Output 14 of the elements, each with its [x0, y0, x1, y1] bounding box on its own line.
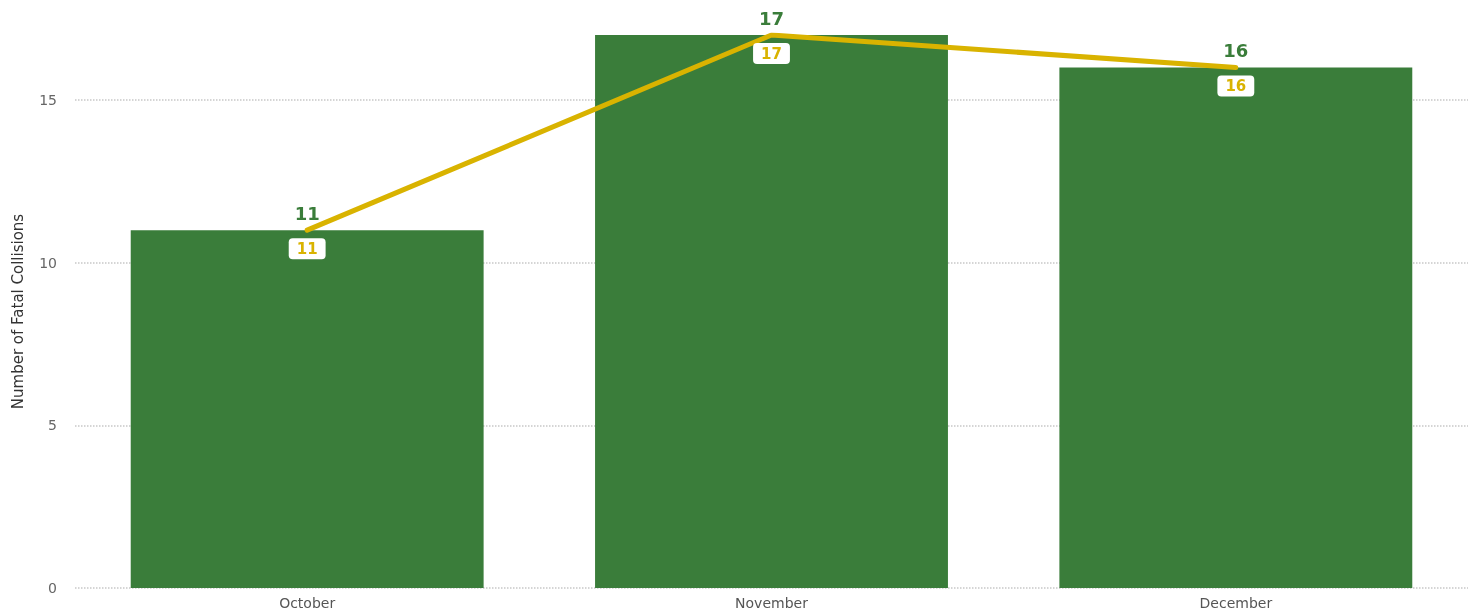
data-label: 17	[758, 7, 785, 29]
y-axis-title: Number of Fatal Collisions	[8, 213, 27, 410]
data-label: 11	[294, 202, 320, 224]
data-label: 17	[761, 44, 782, 63]
y-tick-label: 15	[39, 92, 57, 109]
x-tick-label: November	[735, 595, 809, 611]
x-tick-label: December	[1199, 595, 1273, 611]
data-label: 16	[1225, 77, 1247, 96]
data-label: 16	[1223, 40, 1249, 62]
x-tick-label: October	[279, 595, 336, 611]
data-label: 11	[296, 239, 318, 258]
y-tick-label: 10	[39, 254, 57, 271]
y-tick-label: 5	[48, 417, 57, 434]
y-tick-label: 0	[48, 580, 57, 596]
